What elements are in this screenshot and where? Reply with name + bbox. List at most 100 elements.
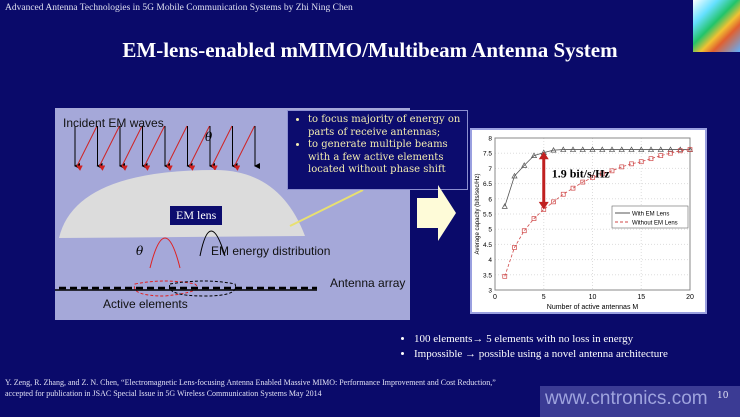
energy-curve-red [149, 237, 181, 269]
data-point [619, 164, 625, 170]
callout-box: to focus majority of energy on parts of … [287, 110, 468, 190]
data-point [579, 146, 586, 152]
data-point [560, 146, 567, 152]
logo-image [693, 0, 740, 52]
x-tick-label: 0 [493, 294, 497, 301]
reference-line-1: Y. Zeng, R. Zhang, and Z. N. Chen, “Elec… [5, 378, 496, 387]
wave-arrow-red [188, 125, 210, 171]
data-point [599, 171, 605, 177]
y-tick-label: 6.5 [483, 181, 492, 188]
wave-arrow-red [166, 125, 188, 171]
series-line [504, 149, 691, 277]
arrow-head-down [538, 201, 549, 210]
data-point [657, 146, 664, 152]
watermark-band [540, 386, 740, 417]
data-point [550, 146, 557, 153]
active-region-red [133, 280, 198, 297]
data-point [569, 146, 577, 152]
wave-arrow-red [76, 125, 98, 171]
y-tick-label: 8 [488, 136, 492, 143]
data-point [648, 156, 654, 162]
energy-curve-black [199, 230, 226, 257]
capacity-chart: 0 5 10 15 20 3 3.5 4 4.5 5 5.5 6 6.5 7 7.5 8 Number of a… [470, 128, 707, 314]
data-point [608, 146, 616, 152]
data-point [677, 146, 684, 152]
callout-item: to focus majority of energy on parts of … [308, 114, 463, 139]
x-tick-label: 20 [686, 294, 694, 301]
y-tick-label: 6 [488, 196, 492, 203]
slide-title: EM-lens-enabled mMIMO/Multibeam Antenna … [122, 38, 618, 62]
reference-line-2: accepted for publication in JSAC Special… [5, 389, 322, 398]
bullet-item: Impossible → possible using a novel ante… [414, 347, 668, 362]
reference-citation: Y. Zeng, R. Zhang, and Z. N. Chen, “Elec… [5, 377, 535, 399]
arrow-head-up [538, 151, 549, 160]
y-tick-label: 7 [488, 166, 492, 173]
summary-bullets: 100 elements→ 5 elements with no loss in… [400, 332, 668, 362]
slide-header: Advanced Antenna Technologies in 5G Mobi… [5, 3, 353, 13]
y-tick-label: 3 [488, 288, 492, 295]
x-axis-label: Number of active antennas M [547, 304, 639, 311]
x-tick-label: 5 [542, 294, 546, 301]
data-point [521, 228, 527, 234]
wave-arrow-red [211, 125, 233, 171]
lens-shape [59, 170, 305, 238]
callout-item: to generate multiple beams with a few ac… [308, 139, 463, 177]
data-point [618, 146, 625, 152]
annotation-label: 1.9 bit/s/Hz [552, 167, 611, 181]
theta-label: θ [205, 130, 213, 144]
data-point [560, 191, 566, 197]
x-tick-label: 10 [589, 294, 597, 301]
data-point [629, 161, 634, 167]
active-elements-label: Active elements [103, 297, 188, 311]
y-tick-label: 5.5 [483, 212, 492, 219]
legend-label: With EM Lens [632, 212, 669, 218]
y-tick-label: 4.5 [483, 242, 492, 249]
y-tick-label: 4 [488, 257, 492, 264]
theta-label-2: θ [136, 244, 144, 258]
watermark-text: www.cntronics.com [545, 388, 708, 409]
data-point [590, 175, 595, 180]
data-point [512, 245, 517, 250]
bullet-item: 100 elements→ 5 elements with no loss in… [414, 332, 668, 347]
y-tick-label: 5 [488, 227, 492, 234]
data-point [677, 148, 683, 154]
chart-svg: 0 5 10 15 20 3 3.5 4 4.5 5 5.5 6 6.5 7 7.5 8 Number of a… [475, 136, 694, 312]
legend-label: Without EM Lens [632, 221, 678, 227]
data-point [638, 159, 644, 165]
data-point [647, 146, 655, 152]
data-point [658, 153, 664, 158]
lens-diagram-graphic [55, 125, 364, 297]
data-point [667, 146, 674, 152]
lens-label: EM lens [170, 206, 223, 225]
callout-pointer [289, 189, 364, 227]
data-point [638, 146, 645, 152]
data-point [501, 203, 508, 209]
y-tick-label: 7.5 [483, 151, 492, 158]
data-point [570, 185, 576, 191]
data-point [580, 179, 586, 185]
wave-arrow-red [143, 125, 165, 171]
right-arrow-icon [417, 185, 456, 241]
plot-frame [494, 137, 691, 291]
legend-box [611, 205, 689, 229]
data-point [531, 216, 537, 221]
data-point [687, 147, 693, 152]
y-tick-label: 3.5 [483, 272, 492, 279]
data-point [668, 150, 673, 156]
data-point [589, 146, 596, 152]
energy-distribution-label: EM energy distribution [211, 244, 331, 258]
page-number: 10 [717, 391, 729, 401]
active-region-black [168, 280, 237, 297]
wave-arrow-red [98, 125, 120, 171]
antenna-array-label: Antenna array [330, 276, 406, 290]
data-point [628, 146, 635, 152]
data-point [502, 273, 508, 279]
data-point [551, 199, 556, 205]
x-tick-label: 15 [637, 294, 645, 301]
data-point [599, 146, 606, 152]
data-point [521, 162, 528, 168]
data-point [511, 172, 518, 179]
incident-waves-label: Incident EM waves [63, 116, 164, 130]
data-point [609, 168, 615, 174]
wave-arrow-red [121, 125, 143, 171]
